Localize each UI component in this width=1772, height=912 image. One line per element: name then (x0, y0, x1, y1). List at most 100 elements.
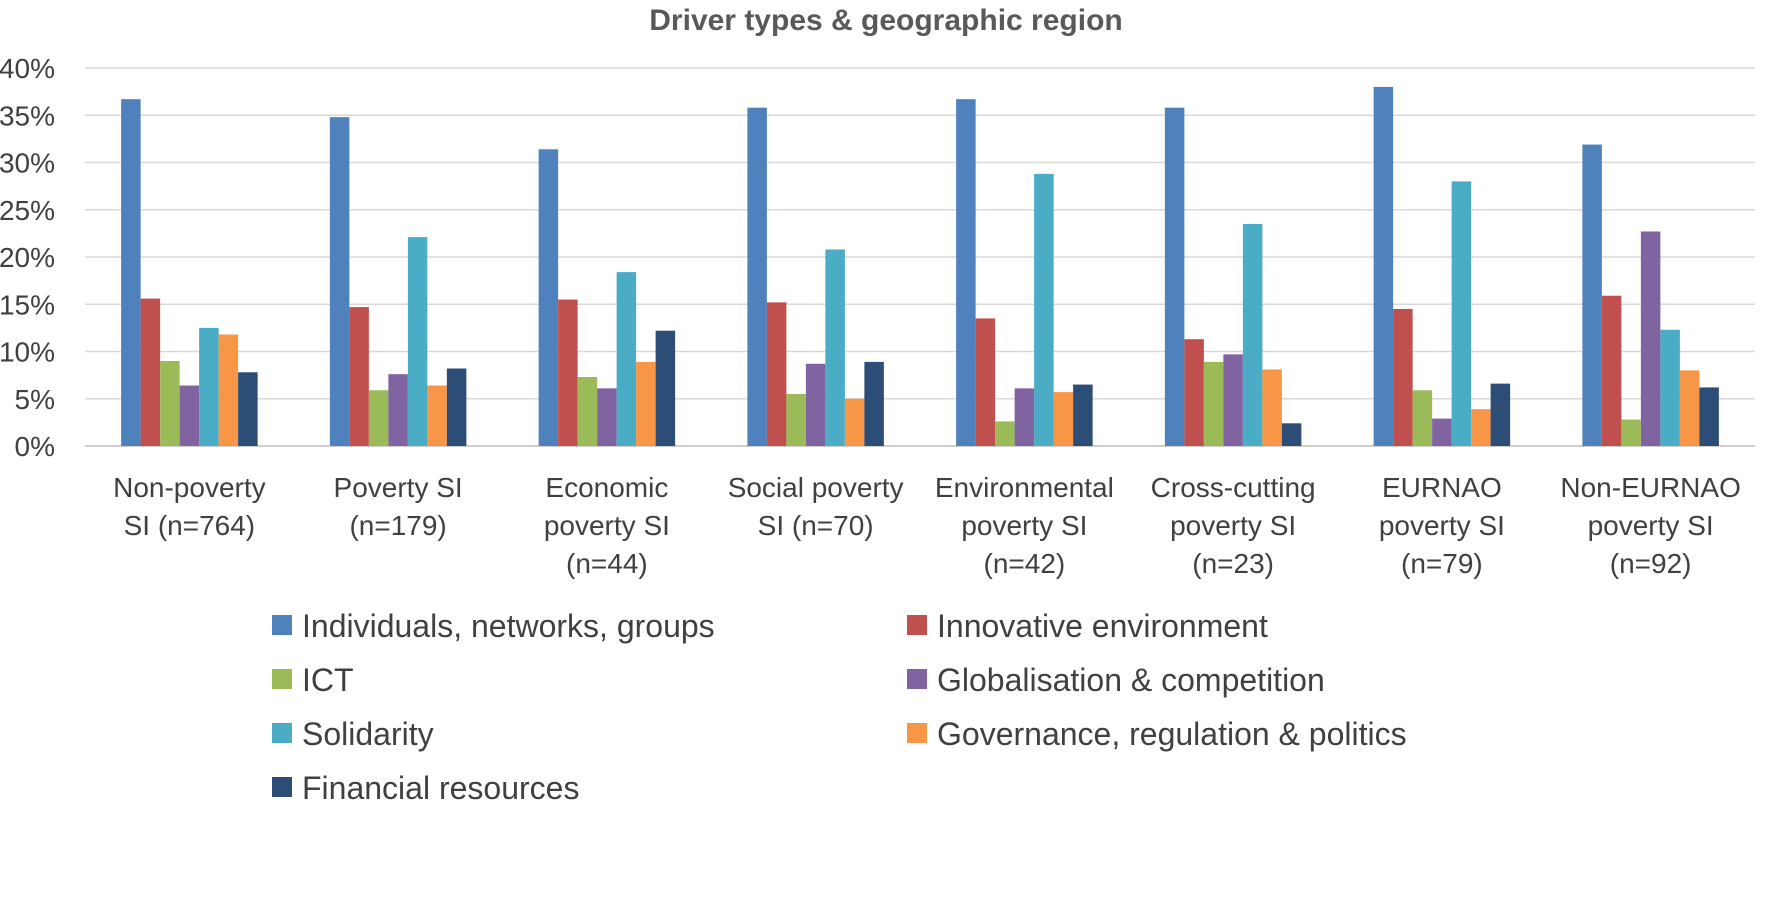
y-axis-ticks: 0% 5% 10% 15% 20% 25% 30% 35% 40% (0, 53, 55, 462)
bar (1053, 392, 1074, 446)
bar (558, 299, 578, 446)
y-tick-label: 35% (0, 100, 55, 131)
bar (825, 249, 845, 446)
bar (349, 307, 369, 446)
bar (1034, 173, 1054, 446)
bar (805, 363, 826, 446)
legend-item: Governance, regulation & politics (907, 716, 1407, 752)
bars (121, 86, 1719, 447)
bar (140, 298, 161, 446)
bar (160, 360, 180, 446)
bar (1621, 419, 1641, 446)
bar (1281, 423, 1302, 446)
bar (427, 385, 447, 446)
legend-swatch (907, 723, 927, 743)
chart-title: Driver types & geographic region (649, 4, 1122, 37)
bar (1242, 223, 1263, 446)
bar (121, 99, 141, 446)
bar (1451, 181, 1472, 446)
x-tick-label: EURNAO poverty SI (n=79) (1379, 472, 1505, 579)
x-tick-label: Cross-cutting poverty SI (n=23) (1151, 472, 1316, 579)
bar (1660, 329, 1680, 446)
legend-swatch (907, 615, 927, 635)
y-tick-label: 5% (15, 384, 55, 415)
legend-item: Individuals, networks, groups (272, 608, 715, 644)
bar (1412, 390, 1433, 446)
y-tick-label: 15% (0, 289, 55, 320)
bar (1432, 418, 1452, 446)
bar (597, 388, 617, 446)
legend: Individuals, networks, groups Innovative … (272, 608, 1407, 806)
bar (655, 330, 676, 446)
legend-label: Solidarity (302, 716, 434, 752)
legend-label: Governance, regulation & politics (937, 716, 1407, 752)
y-tick-label: 40% (0, 53, 55, 84)
bar (786, 394, 806, 446)
bar (1582, 144, 1602, 447)
bar (616, 272, 637, 446)
legend-label: Financial resources (302, 770, 579, 806)
bar (407, 237, 428, 446)
legend-swatch (272, 777, 292, 797)
bar (1164, 107, 1185, 446)
bar (446, 368, 467, 446)
legend-label: Innovative environment (937, 608, 1268, 644)
bar (766, 302, 787, 446)
bar (747, 107, 767, 446)
bar (538, 149, 559, 446)
bar (1184, 339, 1204, 446)
bar (864, 361, 884, 446)
bar (388, 374, 408, 446)
legend-item: ICT (272, 662, 354, 698)
bar (1262, 369, 1282, 446)
bar (1679, 370, 1700, 446)
bar (956, 99, 976, 446)
bar (1073, 384, 1093, 446)
x-tick-label: Non-poverty SI (n=764) (113, 472, 266, 541)
bar (1699, 387, 1719, 446)
bar (1203, 361, 1224, 446)
x-tick-label: Poverty SI (n=179) (334, 472, 463, 541)
legend-item: Globalisation & competition (907, 662, 1325, 698)
legend-swatch (907, 669, 927, 689)
bar (1393, 308, 1413, 446)
legend-swatch (272, 669, 292, 689)
legend-swatch (272, 615, 292, 635)
x-tick-label: Environmental poverty SI (n=42) (935, 472, 1114, 579)
legend-label: Globalisation & competition (937, 662, 1325, 698)
y-tick-label: 0% (15, 431, 55, 462)
x-tick-label: Non-EURNAO poverty SI (n=92) (1560, 472, 1740, 579)
legend-label: Individuals, networks, groups (302, 608, 715, 644)
legend-item: Financial resources (272, 770, 579, 806)
legend-label: ICT (302, 662, 354, 698)
bar (1640, 231, 1661, 446)
y-tick-label: 10% (0, 337, 55, 368)
bar (368, 390, 389, 446)
y-tick-label: 25% (0, 195, 55, 226)
bar (218, 334, 239, 446)
bar (995, 421, 1015, 446)
bar (1471, 409, 1491, 446)
legend-swatch (272, 723, 292, 743)
bar (1373, 86, 1394, 447)
bar (1490, 383, 1511, 446)
y-tick-label: 30% (0, 148, 55, 179)
bar (1014, 388, 1035, 446)
bar (975, 318, 996, 446)
bar (577, 377, 598, 446)
legend-item: Solidarity (272, 716, 434, 752)
bar (636, 361, 656, 446)
y-tick-label: 20% (0, 242, 55, 273)
bar (1223, 354, 1243, 446)
bar (199, 327, 219, 446)
x-axis-ticks: Non-poverty SI (n=764) Poverty SI (n=179) Ec… (113, 472, 1741, 579)
bar (179, 385, 200, 446)
x-tick-label: Social poverty SI (n=70) (728, 472, 904, 541)
bar (844, 398, 865, 446)
bar (1601, 295, 1622, 446)
legend-item: Innovative environment (907, 608, 1268, 644)
x-tick-label: Economic poverty SI (n=44) (544, 472, 670, 579)
bar (238, 372, 258, 446)
bar (329, 117, 350, 446)
